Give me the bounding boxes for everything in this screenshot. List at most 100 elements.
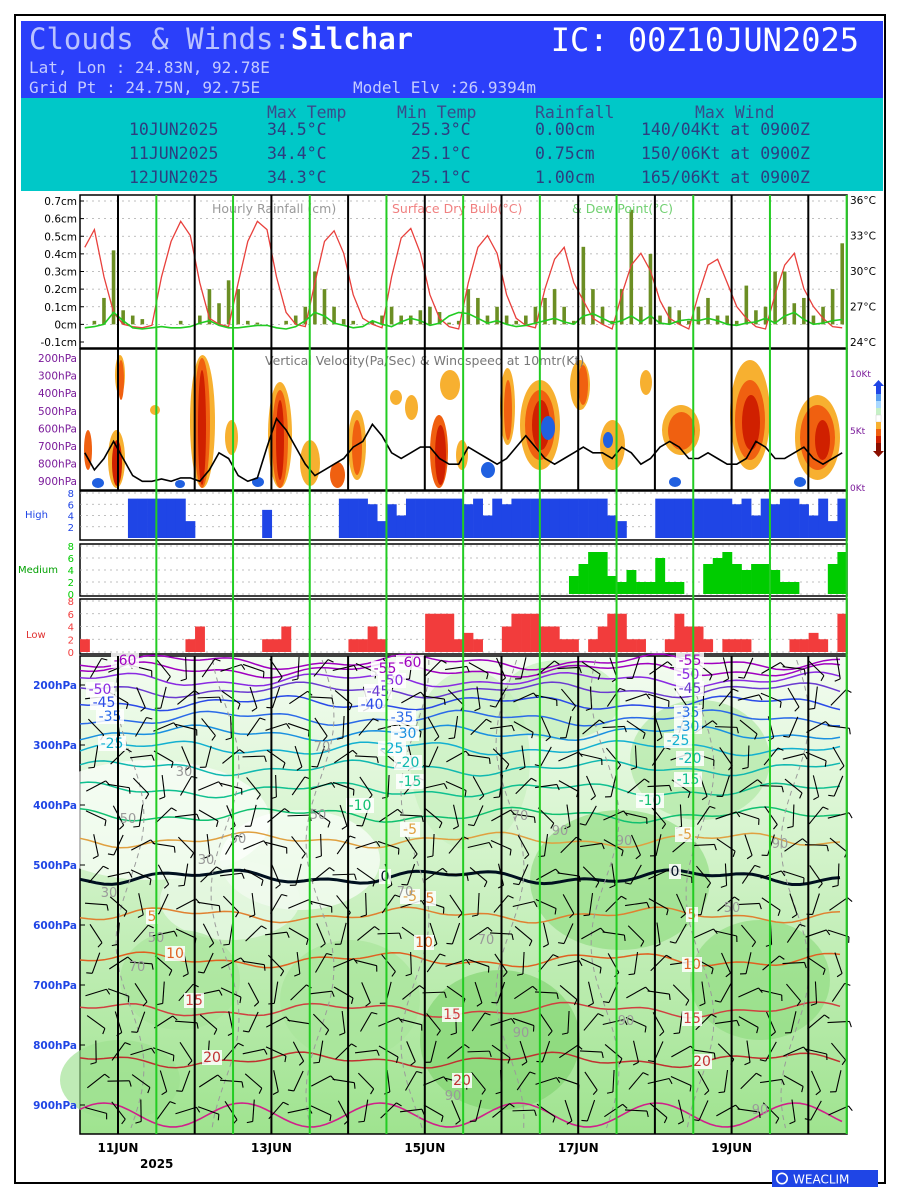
low-cloud-bar	[693, 626, 704, 652]
wind-barb-feather	[590, 795, 596, 801]
wind-barb	[656, 922, 661, 945]
wind-barb	[476, 686, 481, 709]
wind-barb-feather	[281, 893, 288, 897]
wind-barb	[246, 717, 261, 737]
humidity-zone	[410, 670, 530, 850]
wind-barb-feather	[552, 954, 559, 958]
contour-label: 15	[683, 1011, 701, 1027]
medium-cloud-bar	[655, 558, 666, 594]
wind-barb-feather	[734, 896, 740, 901]
wind-barb-feather	[777, 747, 784, 751]
wind-barb-feather	[619, 687, 626, 691]
wind-barb	[386, 1070, 391, 1092]
wind-barb-feather	[820, 675, 825, 682]
wind-barb	[520, 657, 527, 679]
wind-barb	[387, 774, 390, 798]
colorbar-swatch	[876, 394, 881, 401]
wind-barb-feather	[329, 867, 335, 872]
wind-barb-feather	[791, 913, 798, 919]
wind-barb-feather	[305, 938, 309, 945]
colorbar-swatch	[876, 422, 881, 429]
wind-barb-feather	[556, 1077, 561, 1083]
wind-barb-feather	[149, 879, 152, 886]
wind-barb	[468, 662, 489, 674]
contour-label: -5	[403, 889, 417, 905]
rh-label: 70	[129, 960, 146, 975]
high-cloud-bar	[837, 498, 848, 538]
wind-barb	[809, 865, 823, 884]
wind-barb	[675, 923, 687, 944]
wind-barb-feather	[542, 943, 549, 948]
pressure-tick-label: 700hPa	[38, 441, 77, 453]
low-cloud-bar	[808, 632, 819, 652]
medium-cloud-bar	[645, 582, 656, 594]
wind-barb	[246, 777, 261, 795]
wind-barb-feather	[353, 873, 357, 881]
rain-bar	[619, 289, 624, 325]
wind-barb	[737, 902, 760, 906]
wind-barb-feather	[779, 955, 785, 960]
wind-barb-feather	[178, 884, 185, 887]
wind-barb-feather	[225, 737, 232, 741]
rain-tick-label: 0.5cm	[44, 231, 77, 243]
wind-barb-feather	[834, 678, 841, 682]
wind-barb	[767, 834, 775, 856]
wind-barb-feather	[781, 786, 784, 793]
wind-barb-feather	[443, 991, 447, 999]
wind-barb	[540, 746, 552, 767]
wind-barb-feather	[348, 704, 353, 711]
wind-barb	[760, 692, 782, 703]
wind-barb	[715, 930, 737, 937]
wind-barb-feather	[606, 1091, 614, 1094]
wind-barb-feather	[505, 764, 510, 770]
wind-barb	[744, 834, 753, 856]
wind-barb	[175, 928, 197, 939]
wind-barb-feather	[601, 1051, 604, 1059]
wind-barb	[156, 659, 171, 677]
wind-barb-feather	[287, 1089, 294, 1092]
wind-barb	[567, 1010, 570, 1034]
wind-barb-feather	[701, 795, 708, 801]
wind-barb	[671, 1045, 691, 1058]
wind-barb-feather	[711, 1013, 717, 1018]
wind-barb-feather	[296, 766, 303, 771]
high-cloud-bar	[607, 515, 618, 538]
wind-barb-feather	[484, 1012, 491, 1016]
wind-barb-feather	[127, 956, 133, 962]
wind-barb	[197, 1106, 220, 1115]
wind-barb	[831, 983, 846, 1002]
wind-barb-feather	[353, 1082, 356, 1089]
wind-barb-feather	[322, 735, 328, 742]
wind-barb	[782, 753, 805, 760]
wind-barb-feather	[474, 707, 481, 712]
wind-barb-feather	[331, 990, 335, 997]
wind-barb-feather	[97, 942, 103, 948]
wind-barb	[400, 1108, 422, 1113]
rain-bar	[821, 306, 825, 325]
wind-barb-feather	[214, 658, 221, 662]
low-cloud-bar	[185, 639, 196, 652]
vv-blob	[198, 370, 206, 485]
wind-barb	[580, 753, 602, 760]
wind-barb-feather	[802, 838, 808, 843]
wind-barb-feather	[241, 1081, 244, 1088]
isotherm	[79, 695, 841, 712]
wind-barb-feather	[327, 659, 334, 663]
wind-barb-feather	[438, 822, 443, 829]
wind-barb	[230, 715, 232, 739]
wind-barb-feather	[706, 882, 712, 889]
wind-barb	[581, 661, 601, 675]
wind-barb	[582, 719, 600, 735]
wind-barb	[626, 720, 646, 734]
wind-barb-feather	[511, 1018, 516, 1024]
wind-barb	[355, 841, 377, 849]
wind-barb	[648, 869, 669, 880]
colorbar-arrow-top	[873, 380, 884, 386]
wind-barb-feather	[519, 766, 526, 771]
low-cloud-bar	[616, 613, 627, 652]
weaclim-logo: WEACLIM	[772, 1170, 878, 1187]
wind-barb	[341, 1011, 346, 1033]
contour-label-bg	[675, 827, 695, 842]
medium-cloud-bar	[626, 570, 637, 594]
wind-barb-feather	[131, 1031, 138, 1033]
